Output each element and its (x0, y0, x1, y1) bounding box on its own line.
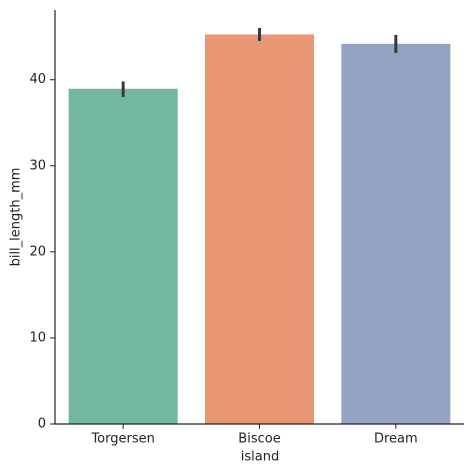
x-tick-label: Dream (374, 432, 418, 447)
bar (68, 88, 178, 425)
x-tick-label: Torgersen (90, 432, 154, 447)
y-tick-label: 0 (38, 417, 46, 432)
bar (204, 34, 315, 424)
y-tick-label: 30 (29, 158, 46, 173)
x-axis-label: island (241, 450, 279, 465)
bar (341, 43, 451, 425)
y-tick-label: 40 (29, 72, 46, 87)
y-tick-label: 20 (29, 244, 46, 259)
y-axis-label: bill_length_mm (9, 168, 24, 267)
y-tick-label: 10 (29, 330, 46, 345)
x-tick-label: Biscoe (238, 432, 280, 447)
